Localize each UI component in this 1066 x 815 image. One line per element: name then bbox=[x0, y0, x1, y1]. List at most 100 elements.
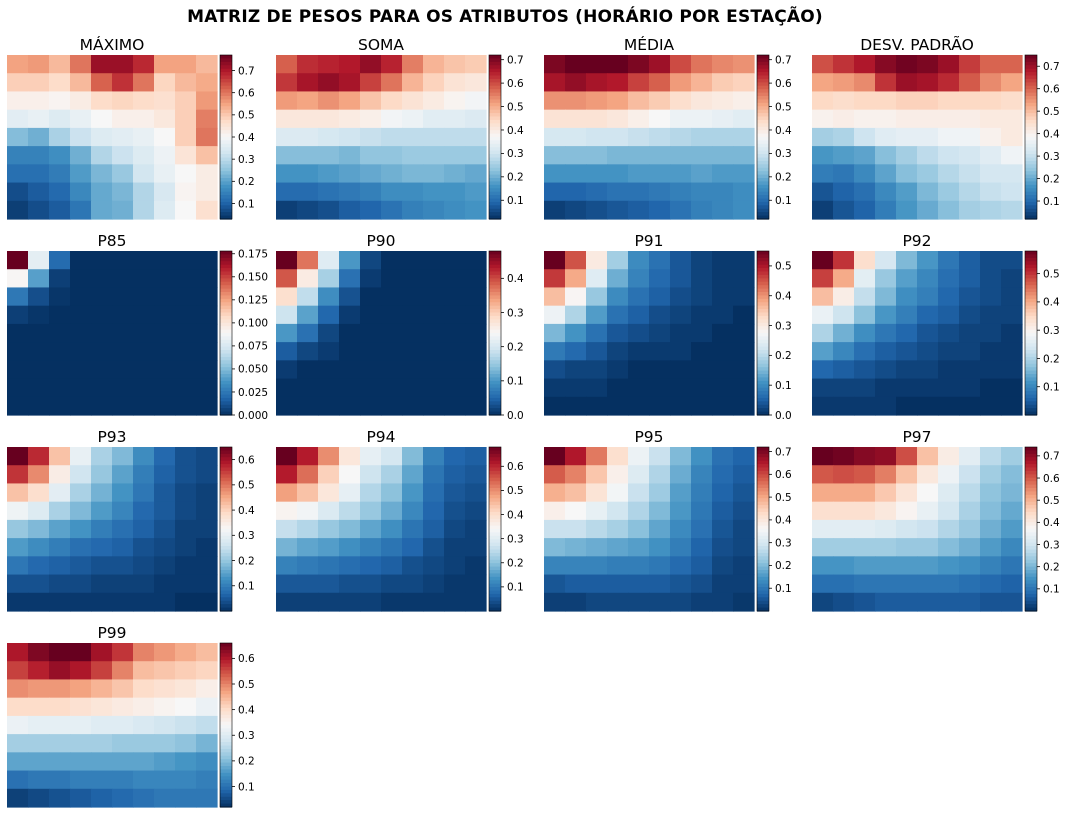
heatmap-cell bbox=[586, 342, 608, 361]
heatmap-cell bbox=[812, 447, 834, 466]
heatmap-cell bbox=[938, 55, 960, 74]
colorbar-segment bbox=[1025, 85, 1037, 90]
heatmap-cell bbox=[980, 538, 1002, 557]
heatmap-cell bbox=[133, 360, 155, 380]
colorbar-segment bbox=[757, 143, 769, 148]
heatmap-cell bbox=[402, 538, 424, 557]
colorbar-segment bbox=[757, 212, 769, 217]
heatmap-cell bbox=[360, 91, 382, 111]
colorbar-segment bbox=[757, 411, 769, 416]
heatmap-cell bbox=[175, 378, 197, 398]
heatmap-cell bbox=[7, 447, 29, 466]
colorbar-segment bbox=[1025, 488, 1037, 493]
colorbar-segment bbox=[220, 576, 232, 581]
heatmap-cell bbox=[91, 592, 113, 612]
colorbar-segment bbox=[1025, 532, 1037, 537]
heatmap-cell bbox=[7, 164, 29, 184]
heatmap-cell bbox=[712, 483, 734, 503]
heatmap-cell bbox=[133, 447, 155, 466]
heatmap-cell bbox=[360, 269, 382, 289]
colorbar-segment bbox=[489, 593, 501, 598]
colorbar-segment bbox=[220, 123, 232, 128]
colorbar-tick-label: 0.2 bbox=[775, 350, 792, 362]
colorbar-segment bbox=[489, 65, 501, 70]
colorbar-segment bbox=[220, 643, 232, 648]
colorbar-segment bbox=[220, 191, 232, 196]
heatmap-cell bbox=[402, 360, 424, 380]
colorbar-segment bbox=[489, 387, 501, 392]
heatmap-cell bbox=[586, 483, 608, 503]
heatmap-cell bbox=[896, 574, 918, 594]
heatmap-cell bbox=[7, 55, 29, 74]
colorbar-segment bbox=[1025, 274, 1037, 279]
heatmap-cell bbox=[854, 182, 876, 202]
heatmap-cell bbox=[628, 305, 650, 325]
heatmap-cell bbox=[381, 501, 403, 521]
colorbar-segment bbox=[220, 470, 232, 475]
heatmap-cell bbox=[917, 378, 939, 398]
heatmap-cell bbox=[28, 91, 50, 111]
colorbar-segment bbox=[489, 566, 501, 571]
heatmap-cell bbox=[28, 164, 50, 184]
heatmap-cell bbox=[938, 483, 960, 503]
heatmap-cell bbox=[917, 164, 939, 184]
colorbar-segment bbox=[220, 106, 232, 111]
heatmap-cell bbox=[423, 127, 445, 147]
heatmap-cell bbox=[49, 592, 71, 612]
heatmap-cell bbox=[565, 360, 587, 380]
heatmap-cell bbox=[339, 556, 361, 576]
colorbar-tick-label: 0.3 bbox=[1043, 539, 1060, 551]
heatmap-cell bbox=[91, 73, 113, 93]
colorbar-segment bbox=[757, 288, 769, 293]
colorbar-tick-label: 0.1 bbox=[775, 195, 792, 207]
colorbar-segment bbox=[220, 752, 232, 757]
colorbar-segment bbox=[220, 75, 232, 80]
heatmap-cell bbox=[175, 55, 197, 74]
heatmap-cell bbox=[670, 91, 692, 111]
heatmap-cell bbox=[812, 287, 834, 307]
colorbar-tick-label: 0.3 bbox=[775, 537, 792, 549]
colorbar-segment bbox=[1025, 171, 1037, 176]
heatmap-cell bbox=[649, 519, 671, 539]
colorbar-segment bbox=[1025, 350, 1037, 355]
heatmap-cell bbox=[959, 592, 981, 612]
heatmap-cell bbox=[112, 269, 134, 289]
heatmap-cell bbox=[565, 91, 587, 111]
heatmap-cell bbox=[1001, 91, 1023, 111]
heatmap-cell bbox=[276, 592, 298, 612]
heatmap-cell bbox=[712, 396, 734, 416]
heatmap-cell bbox=[875, 556, 897, 576]
heatmap-cell bbox=[402, 447, 424, 466]
colorbar-segment bbox=[1025, 508, 1037, 513]
heatmap-cell bbox=[49, 752, 71, 772]
heatmap-cell bbox=[833, 55, 855, 74]
colorbar-segment bbox=[757, 587, 769, 592]
heatmap-cell bbox=[712, 287, 734, 307]
heatmap-cell bbox=[812, 269, 834, 289]
heatmap-cell bbox=[133, 643, 155, 662]
heatmap-cell bbox=[28, 269, 50, 289]
heatmap-cell bbox=[670, 592, 692, 612]
colorbar-segment bbox=[757, 600, 769, 605]
heatmap-cell bbox=[297, 501, 319, 521]
heatmap-cell bbox=[465, 538, 487, 557]
colorbar-segment bbox=[757, 408, 769, 413]
heatmap-cell bbox=[339, 396, 361, 416]
heatmap-cell bbox=[1001, 501, 1023, 521]
heatmap-cell bbox=[112, 378, 134, 398]
heatmap-cell bbox=[154, 679, 176, 699]
colorbar-segment bbox=[1025, 322, 1037, 327]
heatmap-cell bbox=[154, 770, 176, 790]
colorbar-segment bbox=[757, 171, 769, 176]
heatmap-cell bbox=[586, 73, 608, 93]
colorbar-segment bbox=[489, 295, 501, 300]
heatmap-cell bbox=[49, 182, 71, 202]
heatmap-cell bbox=[544, 574, 566, 594]
colorbar-segment bbox=[489, 119, 501, 124]
heatmap-cell bbox=[670, 519, 692, 539]
heatmap-cell bbox=[318, 538, 340, 557]
heatmap-cell bbox=[896, 305, 918, 325]
